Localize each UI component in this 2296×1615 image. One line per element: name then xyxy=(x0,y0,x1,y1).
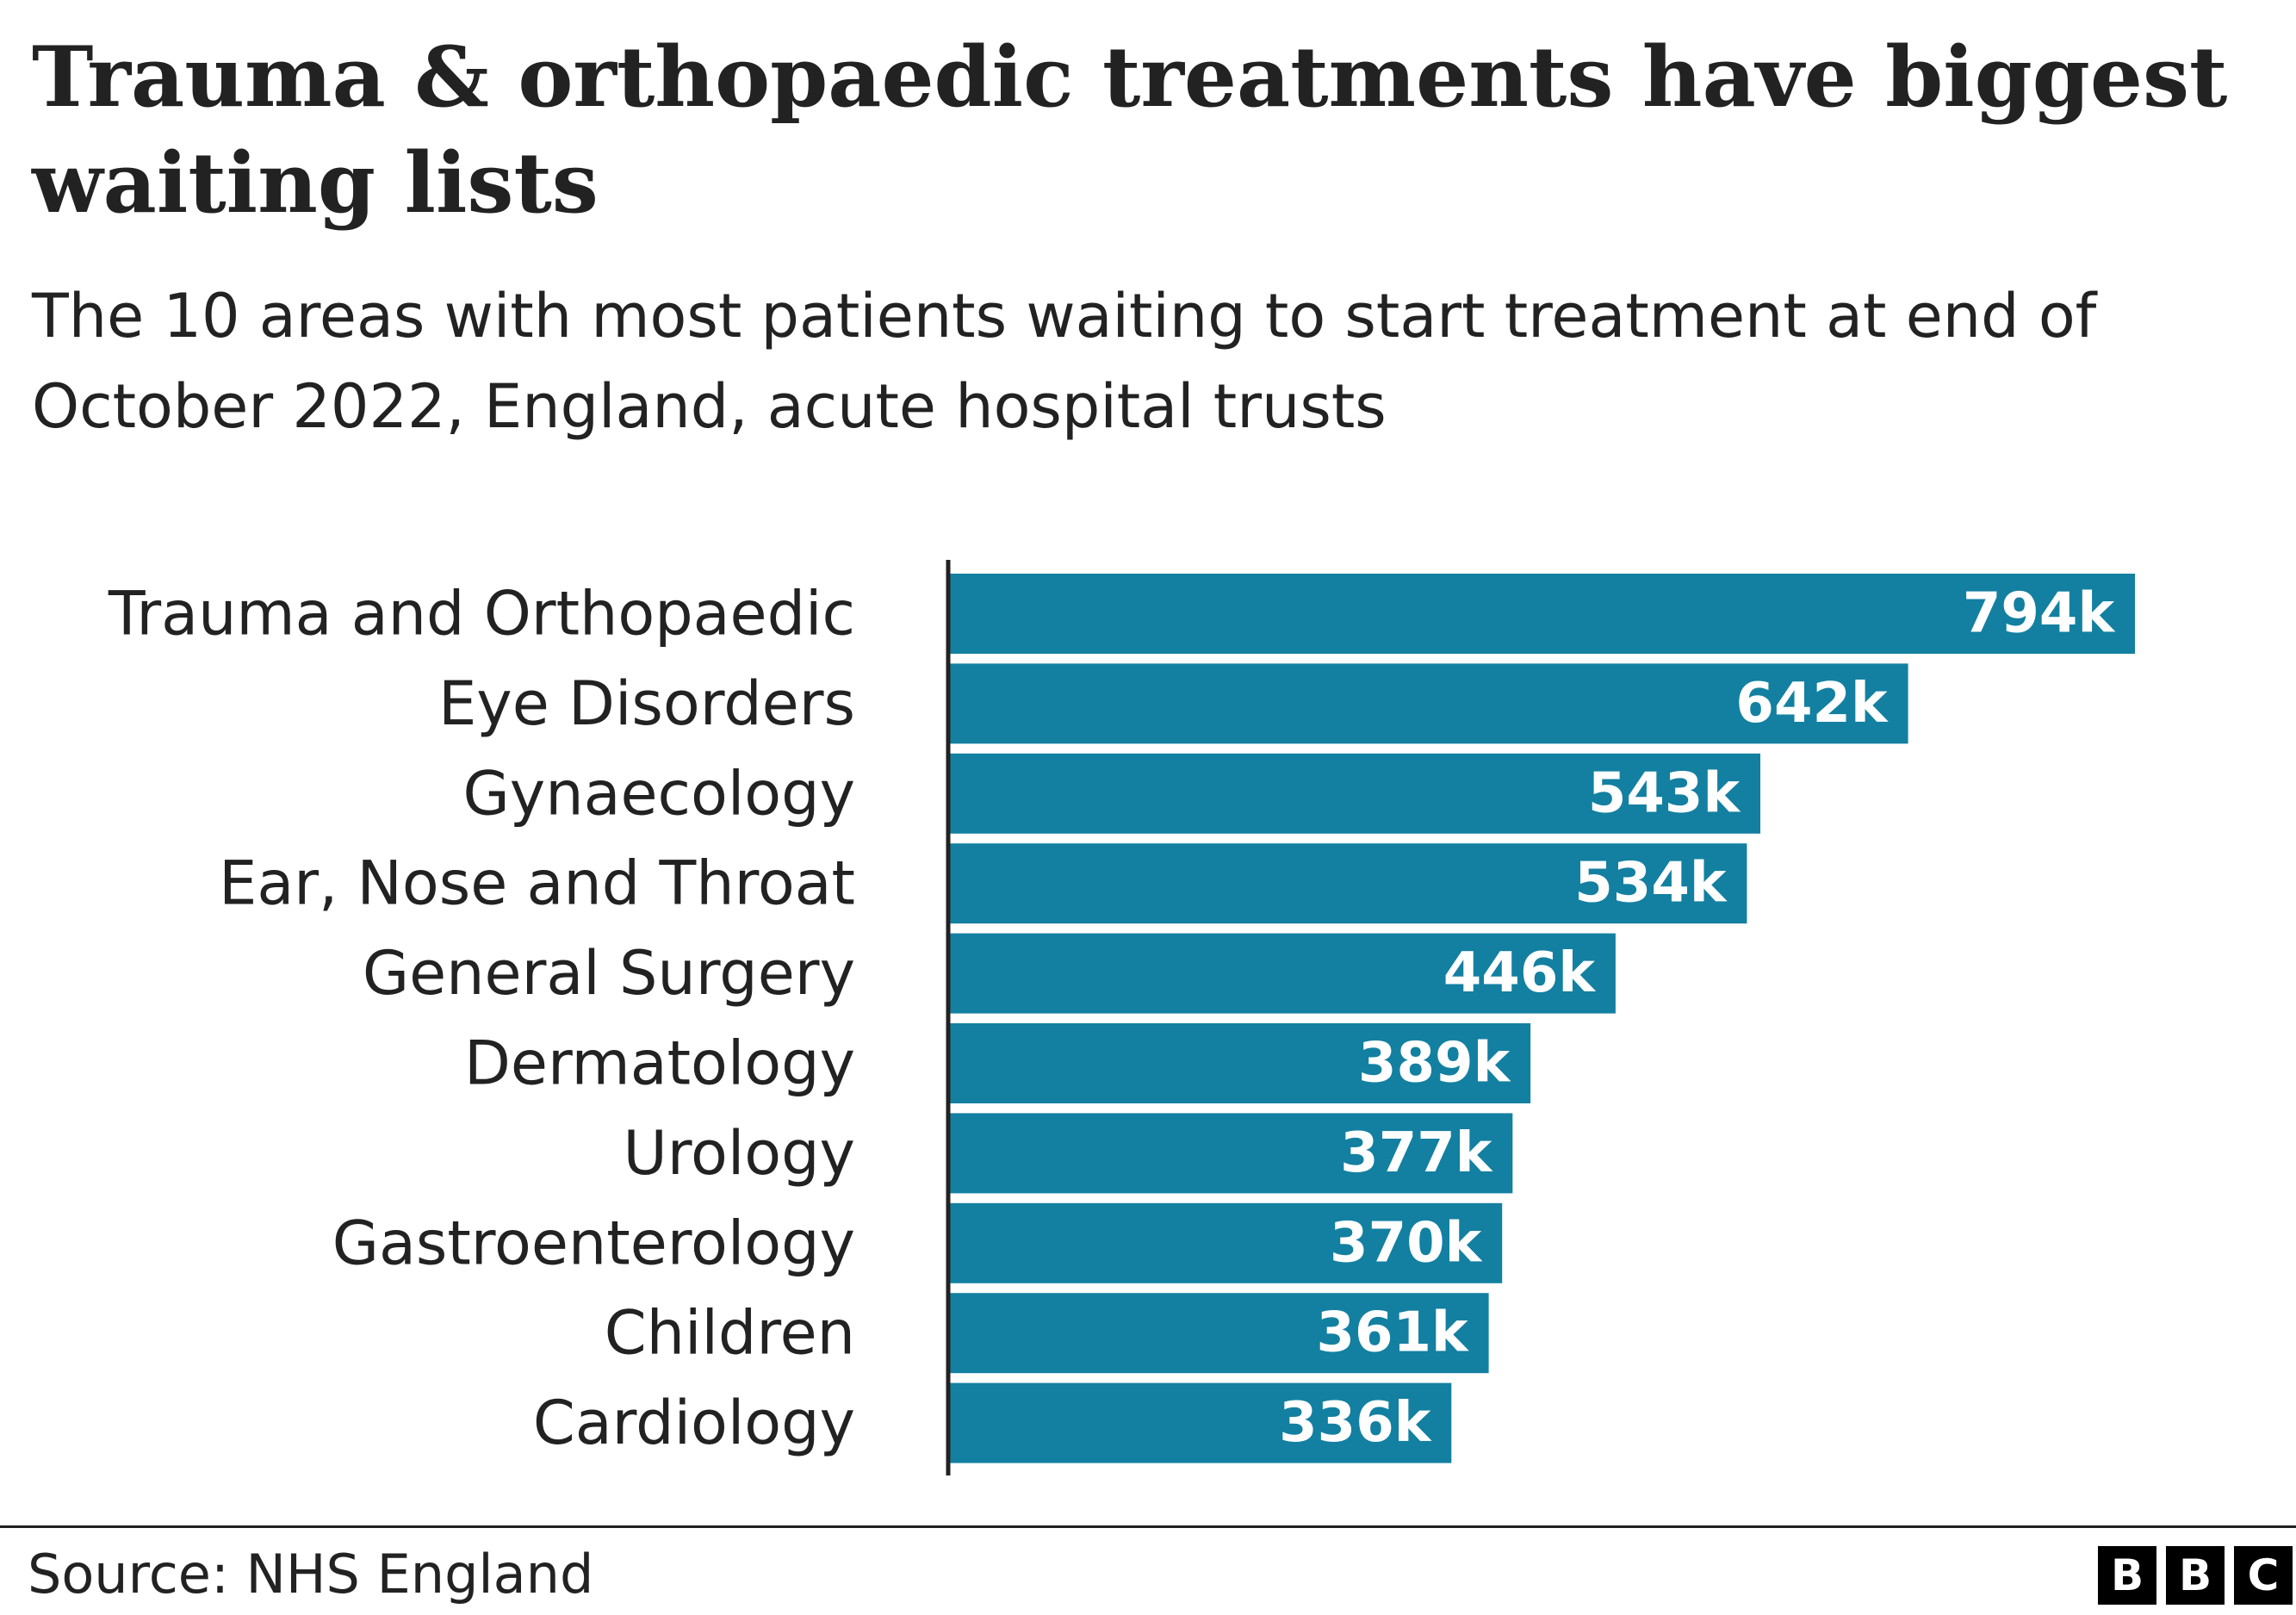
logo-letter: C xyxy=(2234,1546,2293,1605)
bar-value-label: 543k xyxy=(1588,761,1741,825)
bar-value-label: 377k xyxy=(1340,1121,1493,1185)
bar-chart: 794k 642k 543k 534k 446k 389k 377k 370k 361k 336k… xyxy=(108,560,2135,1475)
bar-value-label: 389k xyxy=(1358,1032,1511,1096)
logo-letter: B xyxy=(2098,1546,2156,1605)
category-label: Eye Disorders xyxy=(438,668,855,739)
category-label: Gynaecology xyxy=(463,758,855,829)
bar-value-label: 446k xyxy=(1443,941,1597,1005)
footer-divider xyxy=(0,1525,2296,1528)
chart-subtitle: The 10 areas with most patients waiting … xyxy=(32,281,2097,442)
bar-value-label: 642k xyxy=(1735,672,1889,736)
bar-value-label: 361k xyxy=(1316,1301,1469,1365)
category-label: General Surgery xyxy=(363,938,855,1009)
category-label: Cardiology xyxy=(533,1388,855,1458)
bar xyxy=(950,1293,1489,1374)
bar-value-label: 794k xyxy=(1963,582,2116,646)
bar xyxy=(950,1382,1452,1463)
bar xyxy=(950,1023,1531,1103)
category-labels-group: Trauma and Orthopaedic Eye Disorders Gynae… xyxy=(108,579,855,1459)
category-label: Trauma and Orthopaedic xyxy=(108,579,855,649)
bar xyxy=(950,574,2135,654)
bar xyxy=(950,1202,1503,1283)
category-label: Dermatology xyxy=(464,1028,855,1099)
bar xyxy=(950,843,1747,924)
bar-value-label: 336k xyxy=(1279,1391,1432,1455)
category-label: Children xyxy=(605,1298,855,1369)
bar xyxy=(950,753,1761,834)
bars-group: 794k 642k 543k 534k 446k 389k 377k 370k 361k 336k xyxy=(950,574,2135,1463)
bar xyxy=(950,933,1616,1014)
bar xyxy=(950,663,1908,744)
source-note: Source: NHS England xyxy=(28,1543,594,1606)
bbc-logo: B B C xyxy=(2098,1546,2293,1605)
bar xyxy=(950,1113,1513,1194)
chart-title: Trauma & orthopaedic treatments have big… xyxy=(32,28,2228,232)
logo-letter: B xyxy=(2166,1546,2225,1605)
bar-value-label: 534k xyxy=(1574,852,1728,916)
category-label: Gastroenterology xyxy=(332,1208,855,1278)
bar-value-label: 370k xyxy=(1330,1211,1483,1275)
category-label: Urology xyxy=(624,1118,855,1189)
category-label: Ear, Nose and Throat xyxy=(219,848,855,919)
